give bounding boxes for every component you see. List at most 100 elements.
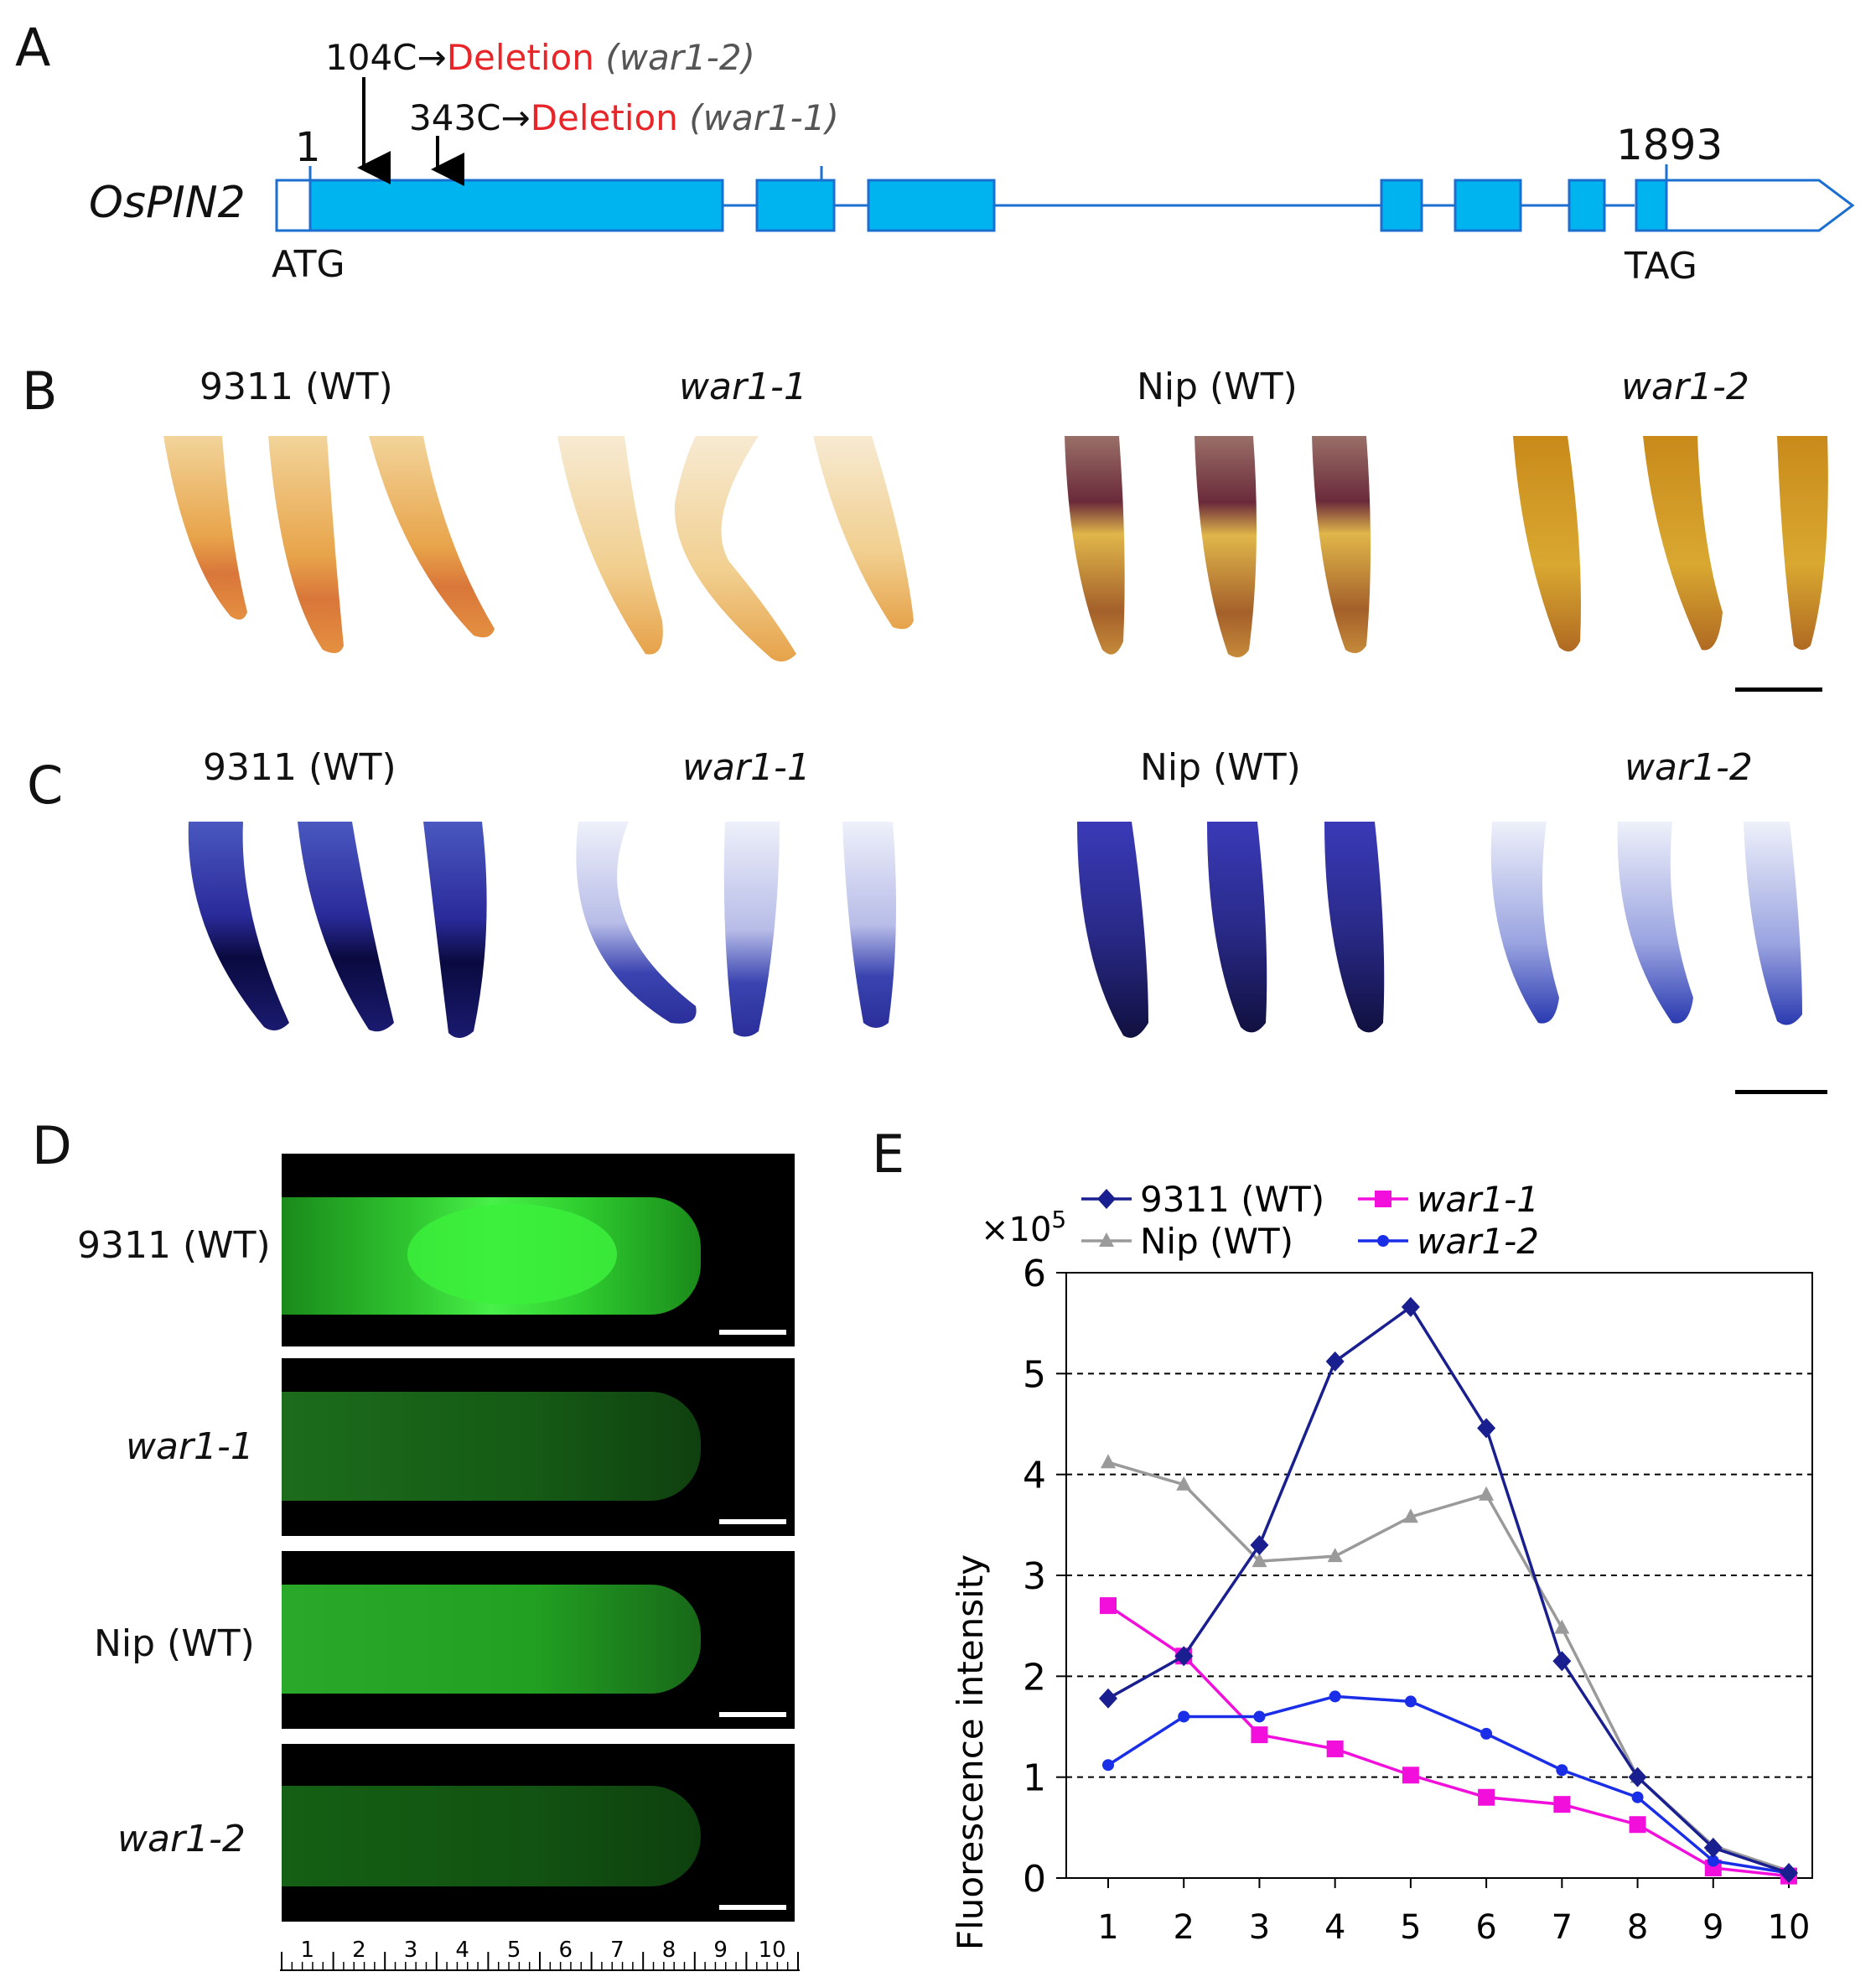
gene-start-position: 1 <box>295 124 321 171</box>
data-point-9311-wt <box>1250 1534 1269 1555</box>
ruler-label: 3 <box>404 1938 418 1963</box>
panel-label-d: D <box>32 1115 72 1176</box>
mutation-allele: (war1-1) <box>689 97 839 138</box>
label-c-nip: Nip (WT) <box>1140 746 1301 789</box>
plot-frame <box>1065 1272 1813 1879</box>
data-point-war1-2 <box>1253 1710 1266 1723</box>
data-point-9311-wt <box>1628 1767 1647 1787</box>
fluorescence-image-9311 <box>282 1154 795 1346</box>
fluorescence-intensity-chart: Fluorescence intensity ×105 0 1 2 3 4 5 6 1 2 3 4 5… <box>950 1179 1813 1950</box>
data-point-9311-wt <box>1099 1688 1117 1709</box>
ruler-label: 4 <box>455 1938 469 1963</box>
data-point-war1-2 <box>1329 1690 1341 1703</box>
scale-bar-d1 <box>719 1330 786 1335</box>
utr-5prime <box>275 179 312 232</box>
data-point-nip-wt <box>1101 1454 1116 1469</box>
scale-bar-b <box>1735 687 1822 692</box>
data-point-9311-wt <box>1325 1351 1345 1372</box>
position-ruler: 1 2 3 4 5 6 7 8 9 10 <box>280 1938 800 1971</box>
data-point-9311-wt <box>1401 1296 1420 1317</box>
root-staining-images-b <box>163 436 1828 662</box>
data-point-nip-wt <box>1479 1486 1495 1501</box>
x-tick-label: 6 <box>1475 1908 1496 1947</box>
data-point-9311-wt <box>1703 1837 1723 1858</box>
data-point-war1-2 <box>1178 1710 1190 1723</box>
ruler-label: 2 <box>352 1938 366 1963</box>
mutation-label-war1-1: 343C→Deletion (war1-1) <box>409 97 839 138</box>
legend-label-war1-2: war1-2 <box>1417 1221 1539 1262</box>
data-point-war1-1 <box>1326 1740 1344 1757</box>
data-point-nip-wt <box>1252 1553 1267 1568</box>
exon-2 <box>755 179 836 232</box>
label-d-war1-1: war1-1 <box>126 1425 254 1468</box>
utr-3prime-arrow <box>1665 179 1855 232</box>
ruler-label: 7 <box>610 1938 624 1963</box>
scale-bar-d4 <box>719 1905 786 1910</box>
x-tick-label: 10 <box>1768 1908 1811 1947</box>
y-tick-label: 6 <box>1023 1253 1046 1295</box>
data-point-war1-2 <box>1631 1791 1644 1803</box>
mutation-site: 343C <box>409 97 501 138</box>
scale-bar-d2 <box>719 1519 786 1524</box>
mutation-label-war1-2: 104C→Deletion (war1-2) <box>325 37 755 78</box>
x-tick-label: 9 <box>1702 1908 1723 1947</box>
legend-marker-nip-wt <box>1099 1232 1114 1247</box>
x-tick-label: 1 <box>1097 1908 1118 1947</box>
data-point-war1-1 <box>1629 1816 1646 1834</box>
legend-marker-war1-2 <box>1377 1235 1389 1247</box>
x-tick-label: 3 <box>1249 1908 1270 1947</box>
data-point-war1-1 <box>1553 1796 1571 1813</box>
label-d-nip: Nip (WT) <box>94 1622 255 1665</box>
y-tick-label: 3 <box>1023 1555 1046 1598</box>
exon-5 <box>1454 179 1522 232</box>
scale-bar-c <box>1735 1090 1827 1094</box>
data-point-war1-2 <box>1480 1727 1493 1740</box>
mutation-change: Deletion <box>530 97 678 138</box>
x-tick-label: 8 <box>1627 1908 1648 1947</box>
mutation-change: Deletion <box>446 37 594 78</box>
ruler-label: 10 <box>759 1938 786 1963</box>
mutation-arrow: → <box>417 37 447 78</box>
fluorescence-image-nip <box>282 1551 795 1729</box>
data-point-nip-wt <box>1176 1476 1192 1491</box>
label-d-9311: 9311 (WT) <box>77 1224 271 1267</box>
gene-end-position: 1893 <box>1616 121 1723 169</box>
y-tick-label: 0 <box>1023 1858 1046 1901</box>
x-tick-label: 5 <box>1400 1908 1421 1947</box>
legend-label-9311-wt: 9311 (WT) <box>1140 1179 1324 1220</box>
label-d-war1-2: war1-2 <box>117 1818 246 1860</box>
series-line-war1-1 <box>1107 1604 1790 1878</box>
ruler-label: 9 <box>713 1938 728 1963</box>
data-point-9311-wt <box>1174 1646 1194 1667</box>
label-b-war1-2: war1-2 <box>1621 366 1749 408</box>
exon-3 <box>867 179 996 232</box>
panel-label-c: C <box>27 755 64 816</box>
data-point-war1-1 <box>1251 1726 1268 1744</box>
x-tick-label: 4 <box>1324 1908 1345 1947</box>
fluorescence-image-war1-1 <box>282 1358 795 1536</box>
mutation-site: 104C <box>325 37 417 78</box>
gene-structure-diagram <box>275 77 1855 232</box>
data-point-war1-1 <box>1478 1788 1495 1806</box>
data-point-war1-2 <box>1102 1759 1114 1772</box>
exon-7 <box>1635 179 1668 232</box>
gene-name: OsPIN2 <box>89 178 246 228</box>
y-scale-multiplier: ×105 <box>981 1206 1066 1249</box>
x-tick-label: 7 <box>1552 1908 1573 1947</box>
y-tick-label: 5 <box>1023 1353 1046 1396</box>
data-point-nip-wt <box>1402 1508 1418 1523</box>
data-point-nip-wt <box>1327 1548 1343 1563</box>
label-c-war1-1: war1-1 <box>682 746 811 789</box>
data-point-9311-wt <box>1477 1418 1496 1439</box>
label-c-war1-2: war1-2 <box>1625 746 1753 789</box>
exon-1 <box>308 179 724 232</box>
ruler-label: 1 <box>301 1938 315 1963</box>
data-point-war1-2 <box>1404 1695 1417 1708</box>
data-point-nip-wt <box>1554 1619 1570 1634</box>
label-b-war1-1: war1-1 <box>679 366 807 408</box>
data-point-war1-1 <box>1100 1597 1117 1615</box>
legend-marker-9311-wt <box>1097 1189 1116 1209</box>
legend-label-nip-wt: Nip (WT) <box>1140 1221 1293 1262</box>
ruler-label: 6 <box>559 1938 573 1963</box>
legend-label-war1-1: war1-1 <box>1417 1179 1539 1220</box>
